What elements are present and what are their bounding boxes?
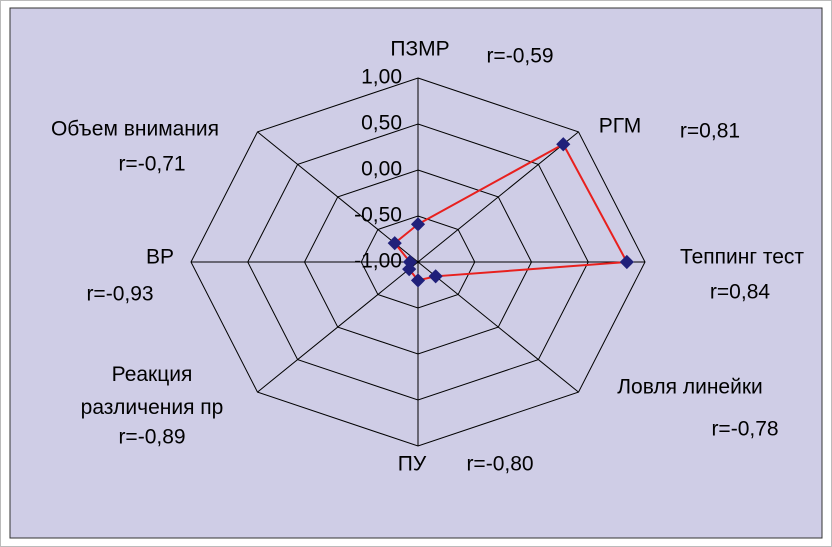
axis-spoke	[417, 261, 579, 393]
plot-area	[9, 7, 823, 539]
data-marker	[402, 254, 418, 270]
data-marker	[556, 137, 571, 152]
axis-spoke	[257, 261, 419, 393]
r-tick-label: 0,00	[361, 158, 402, 181]
category-label: ПУ	[398, 453, 427, 476]
value-label: r=0,81	[680, 120, 740, 143]
data-marker	[410, 217, 426, 232]
category-label: ВР	[146, 246, 174, 269]
category-label: Объем внимания	[51, 118, 219, 141]
data-marker	[428, 269, 443, 284]
value-label: r=-0,78	[711, 418, 778, 441]
category-label: Ловля линейки	[617, 376, 763, 399]
value-label: r=0,84	[710, 281, 770, 304]
value-label: r=-0,59	[486, 45, 553, 68]
value-label: r=-0,89	[118, 426, 185, 449]
r-tick-label: 1,00	[361, 66, 402, 89]
r-tick-label: -0,50	[354, 204, 402, 227]
category-label-box: Реакция различения пр	[80, 363, 224, 419]
r-tick-label: -1,00	[354, 250, 402, 273]
axis-spoke	[417, 131, 579, 263]
category-label: Теппинг тест	[680, 246, 804, 269]
category-label: РГМ	[599, 115, 641, 138]
category-label: Реакция различения пр	[80, 363, 224, 419]
value-label: r=-0,80	[466, 453, 533, 476]
data-marker	[410, 273, 426, 288]
category-label: ПЗМР	[390, 38, 449, 61]
data-marker	[619, 254, 634, 270]
data-marker	[387, 236, 402, 251]
value-label: r=-0,71	[118, 153, 185, 176]
r-tick-label: 0,50	[361, 112, 402, 135]
value-label: r=-0,93	[86, 283, 153, 306]
